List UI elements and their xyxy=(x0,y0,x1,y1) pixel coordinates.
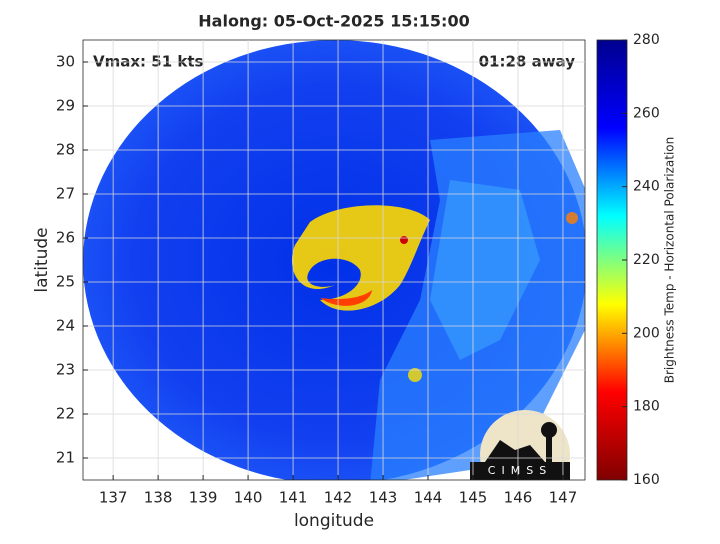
x-tick-label: 145 xyxy=(459,489,488,507)
y-tick-label: 29 xyxy=(56,97,75,115)
annotation: 01:28 away xyxy=(479,53,576,71)
x-axis-label: longitude xyxy=(294,511,374,531)
colorbar-tick-label: 240 xyxy=(633,179,660,195)
colorbar-tick-label: 200 xyxy=(633,325,660,341)
colorbar-tick-label: 180 xyxy=(633,399,660,415)
x-tick-label: 144 xyxy=(414,489,443,507)
x-tick-label: 141 xyxy=(279,489,308,507)
y-tick-label: 28 xyxy=(56,141,75,159)
y-tick-label: 24 xyxy=(56,317,75,335)
colorbar-label: Brightness Temp - Horizontal Polarizatio… xyxy=(663,137,677,384)
logo-text: CIMSS xyxy=(488,464,552,477)
x-tick-label: 140 xyxy=(234,489,263,507)
axes-box xyxy=(82,39,586,481)
swath-image: CIMSS xyxy=(83,40,585,480)
chart-title: Halong: 05-Oct-2025 15:15:00 xyxy=(198,12,469,31)
logo: CIMSS xyxy=(470,410,570,480)
colorbar-tick-label: 220 xyxy=(633,252,660,268)
x-tick-label: 146 xyxy=(504,489,533,507)
y-tick-label: 30 xyxy=(56,53,75,71)
colorbar-tick-label: 160 xyxy=(633,472,660,488)
y-axis-label: latitude xyxy=(32,227,52,292)
colorbar-tick-label: 280 xyxy=(633,32,660,48)
y-tick-label: 25 xyxy=(56,273,75,291)
y-tick-label: 21 xyxy=(56,449,75,467)
x-tick-label: 143 xyxy=(369,489,398,507)
x-tick-label: 147 xyxy=(549,489,578,507)
annotation: Vmax: 51 kts xyxy=(93,53,203,71)
y-tick-label: 27 xyxy=(56,185,75,203)
y-tick-label: 22 xyxy=(56,405,75,423)
y-tick-label: 23 xyxy=(56,361,75,379)
colorbar-tick-label: 260 xyxy=(633,105,660,121)
x-tick-label: 139 xyxy=(189,489,218,507)
x-tick-label: 137 xyxy=(99,489,128,507)
y-tick-label: 26 xyxy=(56,229,75,247)
x-tick-label: 138 xyxy=(144,489,173,507)
x-tick-label: 142 xyxy=(324,489,353,507)
